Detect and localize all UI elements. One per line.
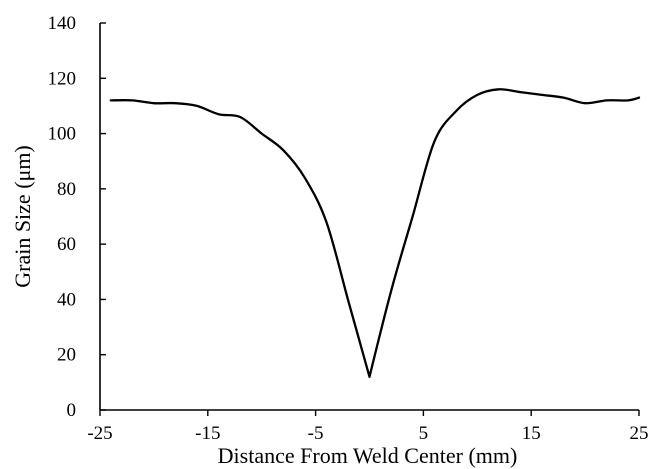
y-axis-title: Grain Size (μm) [10,145,35,288]
y-axis-ticks: 0 20 40 60 80 100 120 140 [48,13,106,421]
x-tick-label: 15 [522,423,541,444]
x-axis-title: Distance From Weld Center (mm) [218,443,518,468]
y-tick-label: 100 [48,124,77,145]
x-tick-label: 5 [419,423,429,444]
grain-size-line [109,88,641,378]
x-axis-ticks: -25 -15 -5 5 15 25 [87,410,649,444]
y-tick-label: 60 [57,234,76,255]
y-tick-label: 0 [67,400,77,421]
x-tick-label: -25 [87,423,112,444]
y-tick-label: 120 [48,68,77,89]
x-tick-label: -15 [195,423,220,444]
y-tick-label: 40 [57,289,76,310]
y-tick-label: 80 [57,179,76,200]
x-tick-label: 25 [630,423,649,444]
y-tick-label: 140 [48,13,77,34]
x-tick-label: -5 [308,423,324,444]
y-tick-label: 20 [57,345,76,366]
